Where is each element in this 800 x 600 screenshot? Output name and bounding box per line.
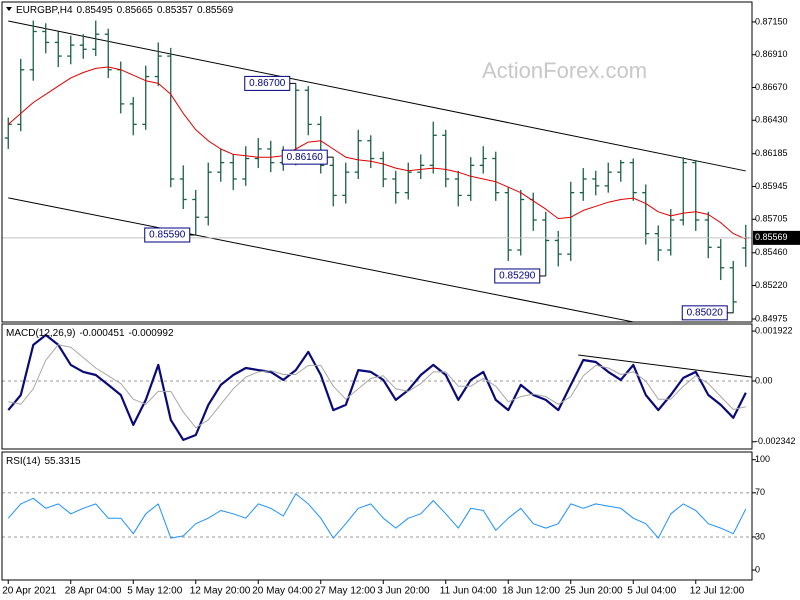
header: RSI(14) 55.3315 (6, 456, 81, 467)
series-line (7, 333, 747, 441)
x-tick-label: 5 Jul 04:00 (627, 586, 676, 597)
y-tick-label: 0 (755, 564, 760, 574)
x-tick-label: 20 May 04:00 (252, 586, 313, 597)
indicator-title: RSI(14) (6, 456, 40, 467)
x-tick-label: 18 Jun 12:00 (502, 586, 560, 597)
trend-line (578, 354, 752, 378)
header-open: 0.85495 (77, 5, 114, 16)
x-tick-label: 5 May 12:00 (127, 586, 182, 597)
annotation-box (494, 268, 541, 284)
pane (2, 20, 752, 322)
current-price-box (753, 230, 800, 245)
x-tick-label: 11 Jun 04:00 (440, 586, 498, 597)
y-tick-label: 30 (755, 531, 765, 541)
pane-frame (1, 323, 753, 450)
annotation-label: 0.85590 (149, 230, 186, 241)
annotation-label: 0.86160 (287, 152, 324, 163)
pane (2, 333, 752, 441)
y-tick-label: 100 (755, 454, 770, 464)
annotation-box (681, 305, 728, 321)
y-tick-label: 0.85220 (755, 280, 788, 290)
y-tick-label: 70 (755, 487, 765, 497)
header-low: 0.85357 (157, 5, 194, 16)
x-tick-label: 12 May 20:00 (190, 586, 251, 597)
indicator-value: -0.000451 (79, 328, 124, 339)
y-tick-label: -0.002342 (755, 436, 796, 446)
y-tick-label: 0.86670 (755, 82, 788, 92)
indicator-value: -0.000992 (129, 328, 174, 339)
annotation-label: 0.85290 (499, 271, 536, 282)
symbol: EURGBP,H4 (16, 5, 73, 16)
annotation-box (281, 149, 328, 165)
annotation-box (244, 75, 291, 91)
indicator-value: 55.3315 (44, 456, 81, 467)
x-tick-label: 27 May 12:00 (315, 586, 376, 597)
y-tick-label: 0.86910 (755, 49, 788, 59)
annotation-box (144, 227, 191, 243)
header-high: 0.85665 (117, 5, 154, 16)
watermark: ActionForex.com (482, 58, 647, 83)
y-tick-label: 0.86185 (755, 148, 788, 158)
pane-frame (1, 451, 753, 581)
y-tick-label: 0.85705 (755, 214, 788, 224)
current-price-label: 0.85569 (755, 232, 788, 242)
trend-line (8, 20, 746, 172)
y-tick-label: 0.00 (755, 375, 773, 385)
header: EURGBP,H4 0.85495 0.85665 0.85357 0.85569 (16, 5, 234, 16)
series-line (7, 493, 747, 539)
pane-frame (1, 1, 753, 323)
y-tick-label: 0.85460 (755, 247, 788, 257)
trend-line (8, 197, 637, 322)
x-tick-label: 20 Apr 2021 (2, 586, 56, 597)
header: MACD(12,26,9) -0.000451 -0.000992 (6, 328, 174, 339)
y-tick-label: 0.85945 (755, 181, 788, 191)
x-tick-label: 12 Jul 12:00 (690, 586, 745, 597)
y-tick-label: 0.001922 (755, 325, 793, 335)
pane (2, 492, 752, 539)
annotation-label: 0.85020 (687, 307, 724, 318)
y-tick-label: 0.86430 (755, 115, 788, 125)
moving-average (7, 66, 747, 240)
header-close: 0.85569 (197, 5, 234, 16)
series-line (8, 344, 746, 429)
x-tick-label: 25 Jun 20:00 (565, 586, 623, 597)
annotation-label: 0.86700 (249, 78, 286, 89)
y-tick-label: 0.84975 (755, 313, 788, 323)
x-tick-label: 28 Apr 04:00 (65, 586, 122, 597)
menu-triangle (6, 7, 12, 11)
indicator-title: MACD(12,26,9) (6, 328, 75, 339)
x-tick-label: 3 Jun 20:00 (377, 586, 430, 597)
y-tick-label: 0.87150 (755, 16, 788, 26)
